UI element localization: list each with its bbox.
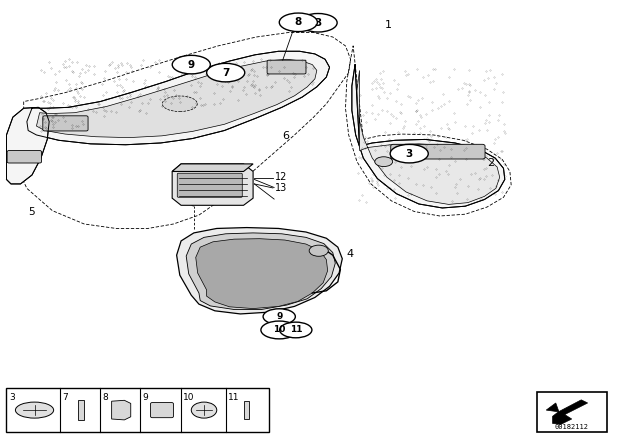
Ellipse shape — [172, 56, 211, 74]
Ellipse shape — [263, 309, 295, 324]
Text: 10: 10 — [273, 325, 285, 335]
Ellipse shape — [280, 322, 312, 338]
Bar — [537, 392, 607, 432]
Text: 3: 3 — [406, 149, 413, 159]
FancyBboxPatch shape — [177, 173, 243, 197]
Polygon shape — [36, 59, 317, 138]
Text: 2: 2 — [487, 158, 494, 168]
Text: 11: 11 — [289, 325, 302, 335]
Text: 4: 4 — [347, 249, 354, 259]
FancyBboxPatch shape — [267, 60, 306, 74]
Ellipse shape — [191, 402, 217, 418]
Text: 6: 6 — [282, 131, 289, 141]
Polygon shape — [357, 70, 500, 204]
Ellipse shape — [261, 321, 298, 339]
FancyBboxPatch shape — [391, 144, 485, 159]
Ellipse shape — [163, 96, 197, 112]
Text: 5: 5 — [28, 207, 35, 216]
Text: 9: 9 — [143, 393, 148, 402]
Text: 8: 8 — [294, 17, 302, 27]
Polygon shape — [186, 233, 335, 310]
Text: 10: 10 — [183, 393, 195, 402]
Text: 3: 3 — [314, 18, 322, 28]
Text: 8: 8 — [102, 393, 108, 402]
Text: 9: 9 — [188, 60, 195, 69]
Polygon shape — [196, 239, 328, 309]
Ellipse shape — [390, 144, 428, 163]
Text: 9: 9 — [276, 312, 282, 321]
Polygon shape — [546, 403, 559, 412]
Bar — [244, 401, 249, 419]
Polygon shape — [27, 51, 330, 145]
Ellipse shape — [15, 402, 54, 418]
Bar — [78, 400, 84, 420]
Text: 7: 7 — [222, 68, 229, 78]
FancyBboxPatch shape — [7, 151, 42, 163]
Polygon shape — [6, 108, 49, 184]
Polygon shape — [552, 400, 588, 424]
Polygon shape — [111, 401, 131, 420]
Text: 12: 12 — [275, 172, 288, 182]
Text: 00182112: 00182112 — [555, 424, 589, 430]
Ellipse shape — [279, 13, 317, 31]
Text: 1: 1 — [385, 21, 392, 30]
Polygon shape — [172, 164, 253, 172]
FancyBboxPatch shape — [150, 403, 173, 418]
Polygon shape — [172, 164, 253, 205]
Text: 13: 13 — [275, 183, 287, 194]
Bar — [6, 388, 269, 432]
Ellipse shape — [375, 157, 393, 167]
Polygon shape — [177, 228, 342, 314]
Text: 3: 3 — [9, 393, 15, 402]
Ellipse shape — [299, 13, 337, 32]
FancyBboxPatch shape — [43, 116, 88, 131]
Polygon shape — [352, 65, 505, 208]
Text: 7: 7 — [63, 393, 68, 402]
Ellipse shape — [309, 245, 328, 256]
Ellipse shape — [207, 63, 244, 82]
Text: 11: 11 — [228, 393, 239, 402]
